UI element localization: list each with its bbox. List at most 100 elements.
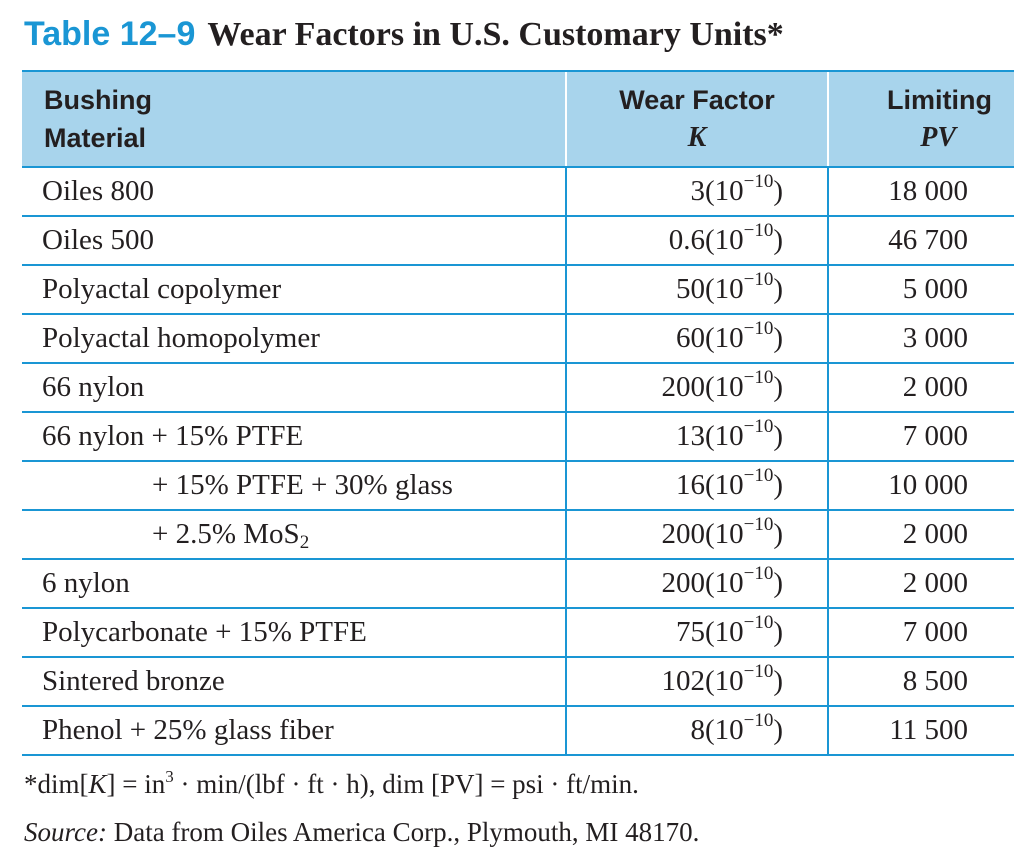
wear-power-base: (10 — [704, 371, 744, 403]
header-row: Bushing Material Wear Factor K Limiting … — [22, 70, 1014, 168]
cell-limiting-pv: 2 000 — [827, 363, 1014, 413]
material-text: 66 nylon — [42, 371, 145, 403]
wear-power-close: ) — [773, 616, 783, 648]
table-row: Oiles 800 3(10−10) 18 000 — [22, 167, 1014, 217]
table-title: Wear Factors in U.S. Customary Units* — [207, 16, 784, 53]
table-row: Polycarbonate + 15% PTFE 75(10−10) 7 000 — [22, 608, 1014, 658]
wear-power-close: ) — [773, 371, 783, 403]
cell-material: + 2.5% MoS2 — [22, 510, 566, 560]
cell-wear-factor: 0.6(10−10) — [565, 216, 828, 266]
cell-limiting-pv: 7 000 — [827, 608, 1014, 658]
material-text: Sintered bronze — [42, 665, 225, 697]
material-text: Polyactal copolymer — [42, 273, 282, 305]
table-row: + 15% PTFE + 30% glass 16(10−10) 10 000 — [22, 461, 1014, 511]
wear-power-close: ) — [773, 273, 783, 305]
wear-coefficient: 75 — [675, 616, 705, 648]
wear-power-close: ) — [773, 224, 783, 256]
footnote-rest: · min/(lbf · ft · h), dim [PV] = psi · f… — [173, 769, 639, 799]
wear-power-base: (10 — [704, 518, 744, 550]
source-note: Source: Data from Oiles America Corp., P… — [24, 814, 699, 850]
wear-power-exponent: −10 — [743, 269, 774, 290]
cell-wear-factor: 3(10−10) — [565, 167, 828, 217]
table-row: Oiles 500 0.6(10−10) 46 700 — [22, 216, 1014, 266]
header-limiting-pv: Limiting PV — [827, 70, 1014, 168]
wear-power-close: ) — [773, 322, 783, 354]
cell-wear-factor: 200(10−10) — [565, 510, 828, 560]
cell-limiting-pv: 2 000 — [827, 510, 1014, 560]
header-wear-factor: Wear Factor K — [565, 70, 828, 168]
source-label: Source: — [24, 817, 107, 847]
cell-limiting-pv: 8 500 — [827, 657, 1014, 707]
wear-coefficient: 200 — [661, 518, 705, 550]
wear-coefficient: 8 — [690, 714, 705, 746]
cell-limiting-pv: 2 000 — [827, 559, 1014, 609]
wear-power-close: ) — [773, 420, 783, 452]
cell-material: Oiles 500 — [22, 216, 566, 266]
header-pv-symbol: PV — [920, 122, 956, 153]
wear-coefficient: 200 — [661, 371, 705, 403]
wear-power-exponent: −10 — [743, 318, 774, 339]
material-text: Polyactal homopolymer — [42, 322, 320, 354]
wear-coefficient: 0.6 — [668, 224, 705, 256]
table-row: 66 nylon 200(10−10) 2 000 — [22, 363, 1014, 413]
cell-wear-factor: 16(10−10) — [565, 461, 828, 511]
material-text: 66 nylon + 15% PTFE — [42, 420, 304, 452]
wear-power-base: (10 — [704, 714, 744, 746]
cell-limiting-pv: 7 000 — [827, 412, 1014, 462]
cell-material: Polycarbonate + 15% PTFE — [22, 608, 566, 658]
cell-wear-factor: 60(10−10) — [565, 314, 828, 364]
cell-wear-factor: 8(10−10) — [565, 706, 828, 756]
cell-wear-factor: 102(10−10) — [565, 657, 828, 707]
wear-coefficient: 16 — [675, 469, 705, 501]
wear-coefficient: 200 — [661, 567, 705, 599]
footnote-lead: *dim[ — [24, 769, 89, 799]
wear-power-exponent: −10 — [743, 612, 774, 633]
wear-power-base: (10 — [704, 322, 744, 354]
cell-material: Phenol + 25% glass fiber — [22, 706, 566, 756]
cell-limiting-pv: 11 500 — [827, 706, 1014, 756]
wear-power-exponent: −10 — [743, 367, 774, 388]
wear-power-base: (10 — [704, 567, 744, 599]
cell-material: + 15% PTFE + 30% glass — [22, 461, 566, 511]
cell-wear-factor: 75(10−10) — [565, 608, 828, 658]
table-number: Table 12–9 — [24, 15, 196, 53]
cell-wear-factor: 13(10−10) — [565, 412, 828, 462]
footnote-exponent: 3 — [165, 767, 174, 786]
header-wear-line1: Wear Factor — [619, 85, 775, 115]
wear-power-close: ) — [773, 175, 783, 207]
material-text: Phenol + 25% glass fiber — [42, 714, 334, 746]
wear-power-base: (10 — [704, 665, 744, 697]
footnote: *dim[K] = in3 · min/(lbf · ft · h), dim … — [24, 766, 639, 802]
wear-coefficient: 50 — [675, 273, 705, 305]
wear-power-base: (10 — [704, 175, 744, 207]
material-text: Polycarbonate + 15% PTFE — [42, 616, 367, 648]
cell-limiting-pv: 10 000 — [827, 461, 1014, 511]
table-row: 66 nylon + 15% PTFE 13(10−10) 7 000 — [22, 412, 1014, 462]
cell-limiting-pv: 5 000 — [827, 265, 1014, 315]
wear-power-close: ) — [773, 665, 783, 697]
cell-wear-factor: 50(10−10) — [565, 265, 828, 315]
wear-factor-table: Bushing Material Wear Factor K Limiting … — [22, 70, 1014, 756]
header-material: Bushing Material — [22, 70, 566, 168]
material-text: + 2.5% MoS — [152, 518, 300, 550]
table-row: Polyactal homopolymer 60(10−10) 3 000 — [22, 314, 1014, 364]
cell-material: 66 nylon + 15% PTFE — [22, 412, 566, 462]
wear-coefficient: 60 — [675, 322, 705, 354]
wear-power-exponent: −10 — [743, 171, 774, 192]
table-row: 6 nylon 200(10−10) 2 000 — [22, 559, 1014, 609]
wear-power-close: ) — [773, 469, 783, 501]
wear-power-exponent: −10 — [743, 514, 774, 535]
cell-material: 66 nylon — [22, 363, 566, 413]
material-subscript: 2 — [299, 532, 310, 553]
table-row: + 2.5% MoS2 200(10−10) 2 000 — [22, 510, 1014, 560]
material-text: 6 nylon — [42, 567, 130, 599]
footnote-mid: ] = in — [106, 769, 166, 799]
header-material-line2: Material — [44, 123, 147, 153]
wear-power-base: (10 — [704, 273, 744, 305]
table-row: Phenol + 25% glass fiber 8(10−10) 11 500 — [22, 706, 1014, 756]
cell-material: Sintered bronze — [22, 657, 566, 707]
header-pv-line1: Limiting — [887, 85, 992, 115]
wear-power-base: (10 — [704, 616, 744, 648]
cell-limiting-pv: 18 000 — [827, 167, 1014, 217]
